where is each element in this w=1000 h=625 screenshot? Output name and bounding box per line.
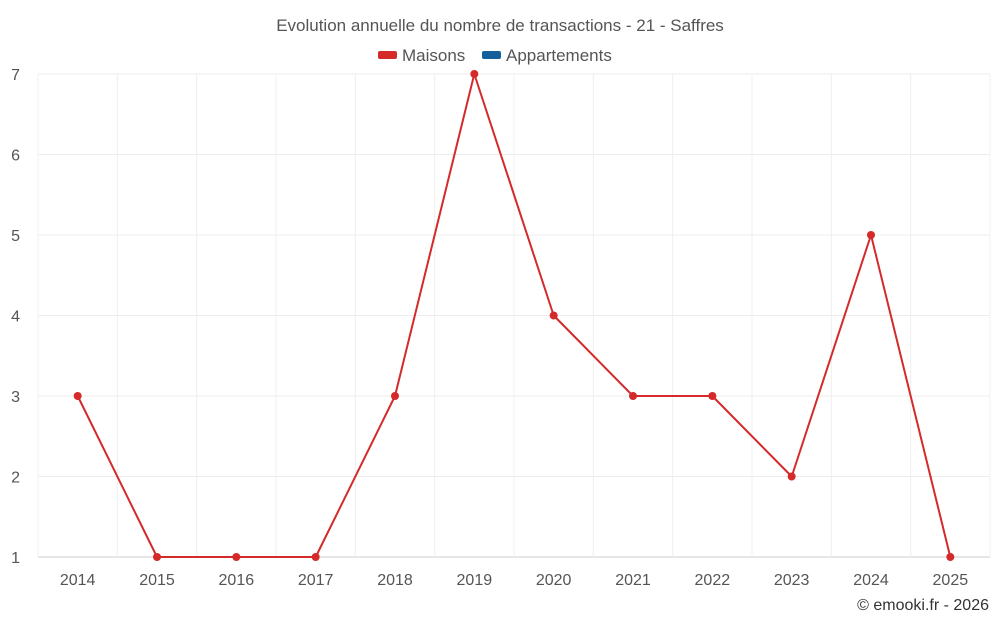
series-layer	[73, 70, 955, 561]
x-tick-label: 2025	[933, 572, 969, 589]
y-tick-label: 4	[11, 309, 20, 326]
x-tick-label: 2021	[615, 572, 651, 589]
legend-item-maisons[interactable]: Maisons	[378, 46, 465, 65]
legend-swatch	[378, 51, 397, 59]
data-point[interactable]	[549, 311, 558, 320]
data-point[interactable]	[311, 553, 320, 561]
data-point[interactable]	[708, 392, 717, 400]
x-tick-label: 2015	[139, 572, 175, 589]
series-line-maisons	[76, 73, 952, 558]
legend-label: Appartements	[506, 46, 612, 65]
y-tick-label: 5	[11, 228, 20, 245]
x-tick-label: 2016	[219, 572, 255, 589]
legend-item-appartements[interactable]: Appartements	[482, 46, 612, 65]
credit-text: © emooki.fr - 2026	[857, 597, 989, 614]
x-axis: 2014 2015 2016 2017 2018 2019 2020 2021 2022 2023…	[60, 572, 968, 589]
y-axis: 1 2 3 4 5 6 7	[11, 67, 20, 567]
data-point[interactable]	[232, 553, 241, 561]
y-tick-label: 3	[11, 389, 20, 406]
data-point[interactable]	[391, 392, 399, 400]
x-tick-label: 2019	[457, 572, 493, 589]
data-point[interactable]	[629, 392, 637, 400]
x-tick-label: 2018	[377, 572, 413, 589]
legend-label: Maisons	[402, 46, 465, 65]
x-tick-label: 2023	[774, 572, 810, 589]
y-tick-label: 7	[11, 67, 20, 84]
data-point[interactable]	[470, 70, 479, 78]
y-tick-label: 1	[11, 550, 20, 567]
chart-title: Evolution annuelle du nombre de transact…	[276, 16, 724, 35]
data-point[interactable]	[787, 472, 796, 481]
data-point[interactable]	[73, 392, 82, 400]
y-tick-label: 6	[11, 148, 20, 165]
data-point[interactable]	[867, 231, 875, 239]
x-tick-label: 2014	[60, 572, 96, 589]
x-tick-label: 2020	[536, 572, 572, 589]
y-tick-label: 2	[11, 470, 20, 487]
legend-swatch	[482, 51, 501, 59]
data-point[interactable]	[946, 553, 955, 561]
grid	[37, 73, 991, 558]
x-tick-label: 2017	[298, 572, 334, 589]
x-tick-label: 2022	[695, 572, 731, 589]
legend[interactable]: Maisons Appartements	[378, 46, 612, 65]
x-tick-label: 2024	[853, 572, 889, 589]
data-point[interactable]	[153, 553, 161, 561]
